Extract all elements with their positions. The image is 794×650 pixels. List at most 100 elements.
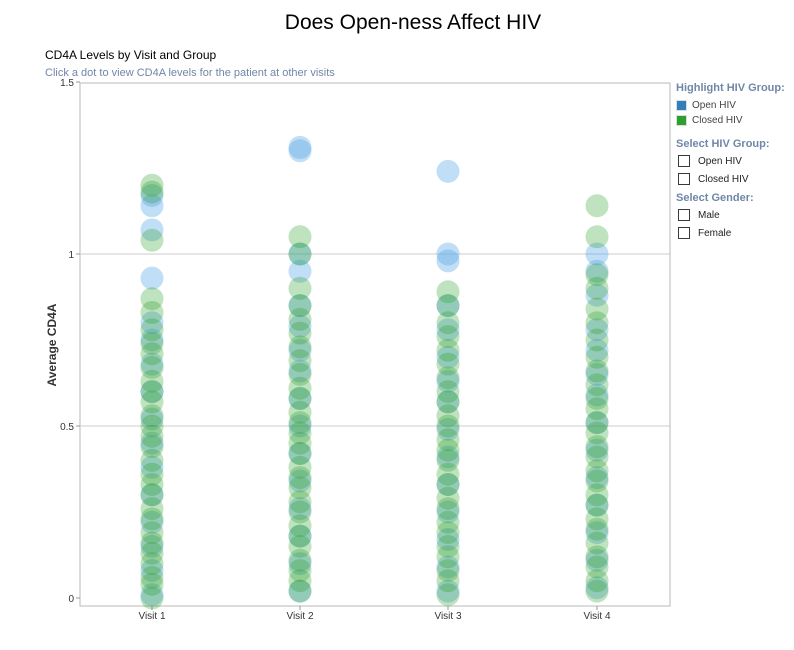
data-point-open-hiv[interactable]: [288, 139, 312, 163]
data-point-closed-hiv[interactable]: [585, 297, 609, 321]
data-point-open-hiv[interactable]: [288, 414, 312, 438]
data-point-open-hiv[interactable]: [436, 500, 460, 524]
data-point-open-hiv[interactable]: [585, 576, 609, 600]
data-point-closed-hiv[interactable]: [288, 225, 312, 249]
data-point-open-hiv[interactable]: [140, 455, 164, 479]
filter-open-hiv[interactable]: Open HIV: [676, 152, 794, 170]
data-point-closed-hiv[interactable]: [585, 569, 609, 593]
data-point-closed-hiv[interactable]: [585, 435, 609, 459]
data-point-open-hiv[interactable]: [436, 390, 460, 414]
data-point-closed-hiv[interactable]: [140, 473, 164, 496]
data-point-closed-hiv[interactable]: [288, 569, 312, 593]
data-point-closed-hiv[interactable]: [288, 400, 312, 424]
data-point-closed-hiv[interactable]: [585, 411, 609, 435]
data-point-open-hiv[interactable]: [585, 411, 609, 435]
data-point-open-hiv[interactable]: [288, 359, 312, 383]
checkbox[interactable]: [678, 173, 690, 185]
data-point-open-hiv[interactable]: [288, 242, 312, 266]
data-point-open-hiv[interactable]: [288, 259, 312, 283]
data-point-closed-hiv[interactable]: [140, 228, 164, 252]
data-point-closed-hiv[interactable]: [288, 534, 312, 558]
data-point-closed-hiv[interactable]: [288, 490, 312, 514]
data-point-closed-hiv[interactable]: [585, 373, 609, 397]
data-point-closed-hiv[interactable]: [288, 455, 312, 479]
data-point-closed-hiv[interactable]: [436, 414, 460, 438]
data-point-open-hiv[interactable]: [140, 352, 164, 376]
data-point-open-hiv[interactable]: [585, 521, 609, 545]
data-point-open-hiv[interactable]: [288, 524, 312, 548]
data-point-open-hiv[interactable]: [140, 328, 164, 352]
data-point-open-hiv[interactable]: [436, 369, 460, 393]
data-point-closed-hiv[interactable]: [436, 404, 460, 428]
data-point-closed-hiv[interactable]: [436, 390, 460, 414]
data-point-closed-hiv[interactable]: [140, 521, 164, 545]
data-point-closed-hiv[interactable]: [436, 352, 460, 376]
data-point-open-hiv[interactable]: [436, 159, 460, 183]
data-point-closed-hiv[interactable]: [585, 194, 609, 218]
data-point-open-hiv[interactable]: [436, 242, 460, 266]
data-point-closed-hiv[interactable]: [288, 466, 312, 490]
data-point-open-hiv[interactable]: [288, 579, 312, 603]
data-point-closed-hiv[interactable]: [585, 445, 609, 469]
data-point-closed-hiv[interactable]: [288, 476, 312, 500]
data-point-closed-hiv[interactable]: [140, 342, 164, 366]
data-point-open-hiv[interactable]: [436, 555, 460, 579]
data-point-closed-hiv[interactable]: [436, 569, 460, 593]
data-point-open-hiv[interactable]: [140, 483, 164, 507]
data-point-closed-hiv[interactable]: [585, 483, 609, 507]
data-point-closed-hiv[interactable]: [585, 517, 609, 541]
checkbox[interactable]: [678, 155, 690, 167]
data-point-closed-hiv[interactable]: [436, 521, 460, 545]
data-point-open-hiv[interactable]: [140, 380, 164, 404]
data-point-open-hiv[interactable]: [288, 497, 312, 521]
data-point-closed-hiv[interactable]: [140, 180, 164, 204]
data-point-closed-hiv[interactable]: [288, 242, 312, 266]
data-point-closed-hiv[interactable]: [140, 435, 164, 459]
data-point-closed-hiv[interactable]: [585, 545, 609, 569]
data-point-closed-hiv[interactable]: [436, 338, 460, 362]
data-point-closed-hiv[interactable]: [140, 318, 164, 342]
data-point-closed-hiv[interactable]: [436, 380, 460, 404]
data-point-open-hiv[interactable]: [140, 194, 164, 218]
data-point-closed-hiv[interactable]: [585, 493, 609, 517]
data-point-closed-hiv[interactable]: [288, 431, 312, 455]
data-point-open-hiv[interactable]: [436, 294, 460, 318]
data-point-closed-hiv[interactable]: [288, 500, 312, 524]
data-point-closed-hiv[interactable]: [585, 397, 609, 421]
data-point-closed-hiv[interactable]: [436, 559, 460, 582]
data-point-closed-hiv[interactable]: [436, 462, 460, 486]
data-point-closed-hiv[interactable]: [436, 311, 460, 335]
data-point-open-hiv[interactable]: [140, 431, 164, 455]
data-point-closed-hiv[interactable]: [585, 387, 609, 410]
data-point-open-hiv[interactable]: [436, 417, 460, 441]
filter-male[interactable]: Male: [676, 206, 794, 224]
data-point-closed-hiv[interactable]: [288, 321, 312, 345]
data-point-closed-hiv[interactable]: [140, 507, 164, 531]
data-point-closed-hiv[interactable]: [140, 552, 164, 576]
legend-item-open-hiv[interactable]: Open HIV: [676, 98, 794, 113]
data-point-closed-hiv[interactable]: [140, 541, 164, 565]
data-point-closed-hiv[interactable]: [585, 421, 609, 445]
data-point-open-hiv[interactable]: [140, 266, 164, 290]
data-point-open-hiv[interactable]: [140, 218, 164, 242]
data-point-open-hiv[interactable]: [140, 184, 164, 207]
data-point-closed-hiv[interactable]: [436, 545, 460, 569]
data-point-closed-hiv[interactable]: [140, 173, 164, 197]
data-point-open-hiv[interactable]: [140, 559, 164, 582]
data-point-open-hiv[interactable]: [585, 318, 609, 342]
data-point-closed-hiv[interactable]: [140, 331, 164, 355]
data-point-closed-hiv[interactable]: [585, 276, 609, 300]
checkbox[interactable]: [678, 209, 690, 221]
data-point-open-hiv[interactable]: [436, 318, 460, 342]
data-point-closed-hiv[interactable]: [140, 572, 164, 596]
data-point-open-hiv[interactable]: [288, 469, 312, 493]
data-point-closed-hiv[interactable]: [288, 387, 312, 410]
checkbox[interactable]: [678, 227, 690, 239]
data-point-closed-hiv[interactable]: [140, 531, 164, 555]
data-point-closed-hiv[interactable]: [585, 311, 609, 335]
data-point-open-hiv[interactable]: [585, 493, 609, 517]
data-point-closed-hiv[interactable]: [436, 325, 460, 349]
data-point-closed-hiv[interactable]: [140, 390, 164, 414]
data-point-closed-hiv[interactable]: [585, 263, 609, 287]
data-point-closed-hiv[interactable]: [140, 356, 164, 379]
